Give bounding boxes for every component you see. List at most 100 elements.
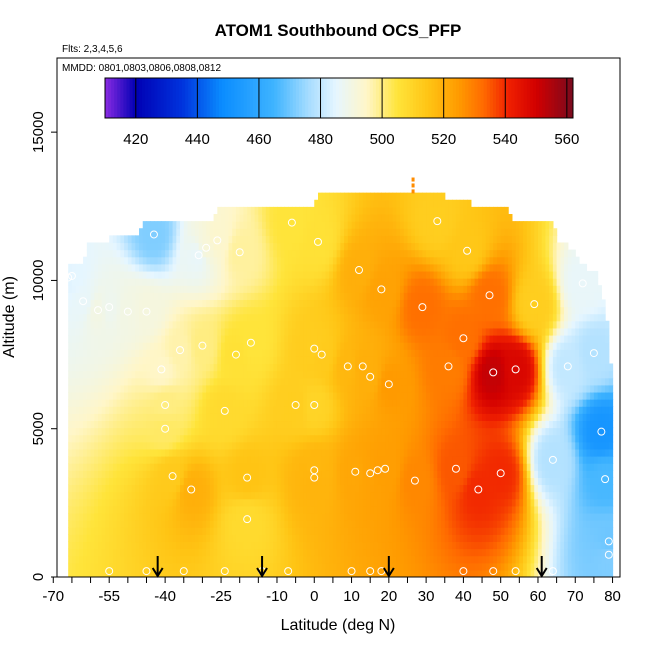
heatmap-cell	[235, 541, 241, 550]
heatmap-cell	[426, 562, 431, 571]
heatmap-cell	[295, 413, 300, 422]
heatmap-cell	[426, 548, 431, 557]
heatmap-cell	[273, 335, 278, 343]
heatmap-cell	[235, 448, 241, 457]
heatmap-cell	[407, 363, 412, 372]
heatmap-cell	[362, 456, 368, 464]
heatmap-cell	[414, 569, 420, 577]
heatmap-cell	[392, 370, 397, 379]
heatmap-cell	[403, 214, 409, 222]
heatmap-cell	[329, 221, 334, 229]
heatmap-cell	[86, 335, 92, 343]
heatmap-cell	[235, 477, 241, 486]
heatmap-cell	[183, 256, 189, 265]
heatmap-cell	[303, 555, 308, 564]
heatmap-cell	[269, 527, 274, 535]
heatmap-cell	[347, 491, 353, 500]
heatmap-cell	[86, 534, 92, 543]
heatmap-cell	[176, 384, 181, 393]
heatmap-cell	[340, 349, 345, 357]
heatmap-cell	[276, 413, 282, 422]
heatmap-cell	[362, 484, 368, 493]
heatmap-cell	[68, 335, 73, 343]
heatmap-cell	[176, 285, 181, 293]
heatmap-cell	[359, 256, 364, 265]
heatmap-cell	[224, 555, 230, 564]
heatmap-cell	[232, 434, 237, 443]
heatmap-cell	[112, 548, 118, 557]
heatmap-cell	[221, 470, 226, 478]
heatmap-cell	[258, 434, 263, 443]
heatmap-cell	[344, 534, 349, 543]
heatmap-cell	[269, 313, 274, 322]
heatmap-cell	[221, 548, 226, 557]
heatmap-cell	[299, 555, 304, 564]
heatmap-cell	[273, 391, 278, 400]
heatmap-cell	[228, 427, 233, 436]
heatmap-cell	[265, 491, 271, 500]
heatmap-cell	[400, 527, 405, 535]
heatmap-cell	[68, 399, 73, 407]
heatmap-cell	[411, 292, 416, 301]
heatmap-cell	[94, 377, 99, 386]
heatmap-cell	[157, 512, 162, 521]
heatmap-cell	[101, 278, 107, 286]
heatmap-cell	[71, 413, 77, 422]
heatmap-cell	[336, 441, 341, 450]
heatmap-cell	[150, 456, 155, 464]
heatmap-cell	[232, 335, 237, 343]
heatmap-cell	[71, 456, 77, 464]
heatmap-cell	[407, 292, 412, 301]
heatmap-cell	[370, 470, 375, 478]
heatmap-cell	[109, 548, 114, 557]
heatmap-cell	[429, 470, 435, 478]
heatmap-cell	[276, 306, 282, 315]
heatmap-cell	[127, 498, 133, 507]
heatmap-cell	[232, 249, 237, 258]
heatmap-cell	[351, 249, 356, 258]
heatmap-cell	[239, 456, 245, 464]
heatmap-cell	[224, 306, 230, 315]
heatmap-cell	[221, 484, 226, 493]
heatmap-cell	[366, 399, 371, 407]
heatmap-cell	[396, 527, 401, 535]
heatmap-cell	[217, 406, 222, 414]
heatmap-cell	[153, 520, 159, 528]
heatmap-cell	[262, 541, 267, 550]
heatmap-cell	[127, 278, 133, 286]
heatmap-cell	[392, 441, 397, 450]
heatmap-cell	[153, 320, 159, 329]
heatmap-cell	[165, 285, 170, 293]
heatmap-cell	[206, 448, 211, 457]
heatmap-cell	[228, 335, 233, 343]
heatmap-cell	[213, 235, 218, 244]
heatmap-cell	[150, 263, 155, 272]
heatmap-cell	[262, 562, 267, 571]
heatmap-cell	[68, 505, 73, 514]
heatmap-cell	[291, 406, 297, 414]
heatmap-cell	[146, 327, 151, 336]
heatmap-cell	[228, 520, 233, 528]
heatmap-cell	[299, 413, 304, 422]
heatmap-cell	[86, 505, 92, 514]
heatmap-cell	[221, 420, 226, 429]
heatmap-cell	[299, 434, 304, 443]
heatmap-cell	[254, 299, 259, 308]
heatmap-cell	[239, 413, 245, 422]
heatmap-cell	[75, 427, 80, 436]
heatmap-cell	[71, 363, 77, 372]
heatmap-cell	[373, 520, 379, 528]
heatmap-cell	[418, 420, 423, 429]
heatmap-cell	[101, 477, 107, 486]
heatmap-cell	[83, 441, 88, 450]
heatmap-cell	[150, 320, 155, 329]
heatmap-cell	[124, 527, 129, 535]
heatmap-cell	[209, 320, 215, 329]
heatmap-cell	[180, 299, 185, 308]
heatmap-cell	[157, 292, 162, 301]
heatmap-cell	[306, 448, 312, 457]
heatmap-cell	[142, 263, 148, 272]
heatmap-cell	[347, 477, 353, 486]
heatmap-cell	[291, 327, 297, 336]
heatmap-cell	[373, 420, 379, 429]
